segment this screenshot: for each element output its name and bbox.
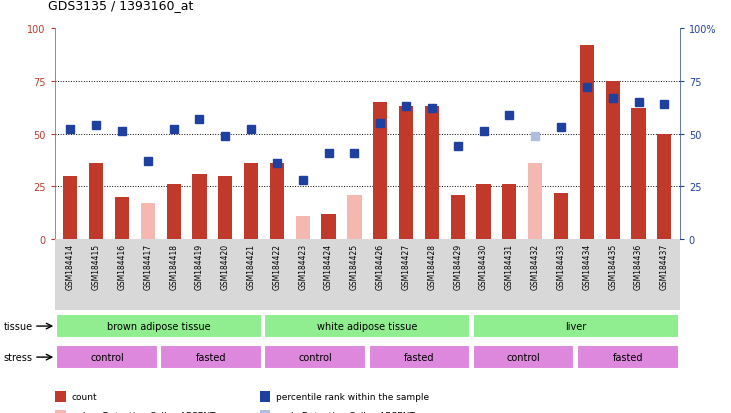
Text: stress: stress bbox=[4, 352, 33, 362]
Text: GSM184416: GSM184416 bbox=[118, 243, 126, 289]
Bar bbox=[473, 345, 575, 369]
Text: GSM184423: GSM184423 bbox=[298, 243, 307, 289]
Bar bbox=[115, 197, 129, 240]
Text: fasted: fasted bbox=[613, 352, 643, 362]
Bar bbox=[265, 314, 470, 338]
Text: GSM184418: GSM184418 bbox=[169, 243, 178, 289]
Text: value, Detection Call = ABSENT: value, Detection Call = ABSENT bbox=[72, 411, 215, 413]
Bar bbox=[244, 164, 258, 240]
Text: percentile rank within the sample: percentile rank within the sample bbox=[276, 392, 429, 401]
Text: GSM184424: GSM184424 bbox=[324, 243, 333, 289]
Bar bbox=[502, 185, 517, 240]
Text: GSM184415: GSM184415 bbox=[91, 243, 101, 289]
Text: GDS3135 / 1393160_at: GDS3135 / 1393160_at bbox=[48, 0, 193, 12]
Text: fasted: fasted bbox=[196, 352, 227, 362]
Text: control: control bbox=[298, 352, 332, 362]
Text: count: count bbox=[72, 392, 97, 401]
Text: GSM184434: GSM184434 bbox=[583, 243, 591, 289]
Bar bbox=[368, 345, 470, 369]
Bar bbox=[218, 176, 232, 240]
Text: fasted: fasted bbox=[404, 352, 435, 362]
Bar bbox=[577, 345, 678, 369]
Text: GSM184422: GSM184422 bbox=[273, 243, 281, 289]
Text: GSM184431: GSM184431 bbox=[505, 243, 514, 289]
Bar bbox=[425, 107, 439, 240]
Bar bbox=[554, 193, 568, 240]
Bar bbox=[160, 345, 262, 369]
Text: GSM184419: GSM184419 bbox=[195, 243, 204, 289]
Bar bbox=[450, 195, 465, 240]
Bar bbox=[140, 204, 155, 240]
Text: GSM184433: GSM184433 bbox=[556, 243, 566, 289]
Text: GSM184426: GSM184426 bbox=[376, 243, 385, 289]
Bar bbox=[373, 102, 387, 240]
Text: rank, Detection Call = ABSENT: rank, Detection Call = ABSENT bbox=[276, 411, 415, 413]
Text: GSM184417: GSM184417 bbox=[143, 243, 152, 289]
Bar bbox=[63, 176, 77, 240]
Bar bbox=[322, 214, 336, 240]
Bar bbox=[528, 164, 542, 240]
Text: brown adipose tissue: brown adipose tissue bbox=[107, 321, 211, 331]
Bar bbox=[265, 345, 366, 369]
Bar bbox=[270, 164, 284, 240]
Text: white adipose tissue: white adipose tissue bbox=[317, 321, 417, 331]
Text: GSM184437: GSM184437 bbox=[660, 243, 669, 289]
Bar bbox=[167, 185, 181, 240]
Bar bbox=[56, 314, 262, 338]
Text: GSM184420: GSM184420 bbox=[221, 243, 230, 289]
Text: GSM184427: GSM184427 bbox=[401, 243, 411, 289]
Bar bbox=[580, 46, 594, 240]
Text: GSM184429: GSM184429 bbox=[453, 243, 462, 289]
Bar bbox=[89, 164, 103, 240]
Bar bbox=[192, 174, 207, 240]
Text: GSM184414: GSM184414 bbox=[66, 243, 75, 289]
Text: GSM184428: GSM184428 bbox=[428, 243, 436, 289]
Text: GSM184432: GSM184432 bbox=[531, 243, 539, 289]
Bar bbox=[477, 185, 491, 240]
Bar bbox=[295, 216, 310, 240]
Text: GSM184421: GSM184421 bbox=[246, 243, 256, 289]
Bar bbox=[632, 109, 645, 240]
Text: liver: liver bbox=[565, 321, 586, 331]
Text: control: control bbox=[90, 352, 124, 362]
Bar bbox=[605, 82, 620, 240]
Text: tissue: tissue bbox=[4, 321, 33, 331]
Bar bbox=[473, 314, 678, 338]
Text: control: control bbox=[507, 352, 540, 362]
Text: GSM184430: GSM184430 bbox=[479, 243, 488, 289]
Bar bbox=[347, 195, 362, 240]
Text: GSM184435: GSM184435 bbox=[608, 243, 617, 289]
Bar bbox=[657, 134, 672, 240]
Text: GSM184425: GSM184425 bbox=[350, 243, 359, 289]
Text: GSM184436: GSM184436 bbox=[634, 243, 643, 289]
Bar bbox=[399, 107, 413, 240]
Bar bbox=[56, 345, 158, 369]
